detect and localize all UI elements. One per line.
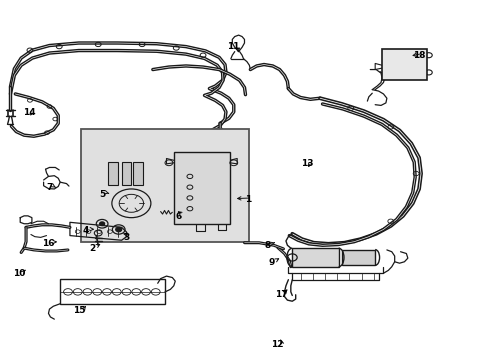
Circle shape xyxy=(116,227,122,231)
Bar xyxy=(81,129,249,242)
Text: 5: 5 xyxy=(99,190,105,199)
Bar xyxy=(122,162,131,185)
Text: 4: 4 xyxy=(82,226,89,235)
Bar xyxy=(108,162,118,185)
Text: 15: 15 xyxy=(73,306,86,315)
Text: 18: 18 xyxy=(412,51,425,60)
Bar xyxy=(173,152,229,224)
Text: 2: 2 xyxy=(89,244,95,253)
Bar xyxy=(381,49,426,80)
Text: 9: 9 xyxy=(267,258,274,267)
Bar xyxy=(292,248,338,267)
Text: 13: 13 xyxy=(300,159,312,168)
Text: 16: 16 xyxy=(42,239,55,248)
Bar xyxy=(133,162,143,185)
Text: 10: 10 xyxy=(13,269,25,278)
Text: 17: 17 xyxy=(274,289,287,298)
Text: 8: 8 xyxy=(264,241,270,250)
Bar xyxy=(60,279,164,304)
Text: 12: 12 xyxy=(271,340,284,349)
Text: 7: 7 xyxy=(46,183,53,192)
Text: 6: 6 xyxy=(175,212,182,221)
Text: 3: 3 xyxy=(123,233,129,242)
Circle shape xyxy=(100,222,104,226)
Bar xyxy=(341,249,374,265)
Text: 14: 14 xyxy=(22,108,35,117)
Text: 1: 1 xyxy=(245,195,251,204)
Text: 11: 11 xyxy=(227,42,240,51)
